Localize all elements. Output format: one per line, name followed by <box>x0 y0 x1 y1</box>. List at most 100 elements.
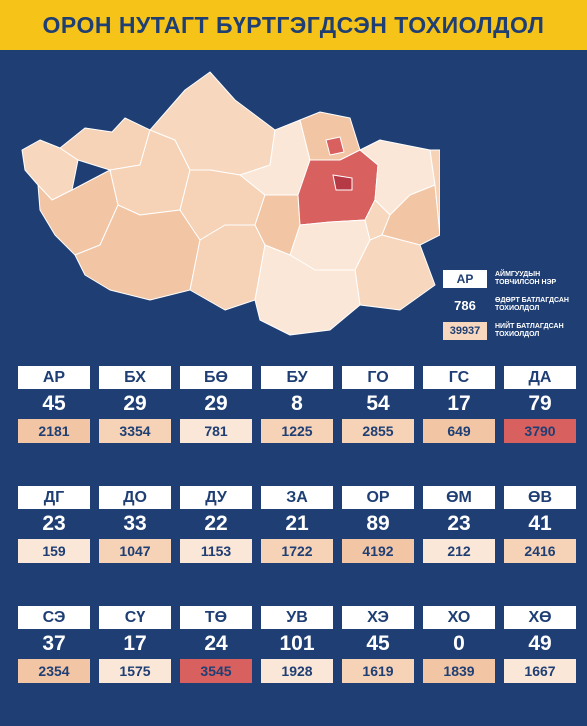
province-card: СЭ 37 2354 <box>18 606 90 683</box>
legend-total-sample: 39937 <box>443 322 487 340</box>
total-cases: 1225 <box>261 419 333 443</box>
region-dornod <box>429 149 440 236</box>
province-code: ДГ <box>18 486 90 509</box>
province-code: СЭ <box>18 606 90 629</box>
daily-cases: 79 <box>528 392 552 415</box>
province-row-1: АР 45 2181 БХ 29 3354 БӨ 29 781 БУ 8 122… <box>18 366 578 486</box>
province-row-3: СЭ 37 2354 СҮ 17 1575 ТӨ 24 3545 УВ 101 … <box>18 606 578 726</box>
province-card: ДА 79 3790 <box>504 366 576 443</box>
region-ulaanbaatar <box>332 174 353 191</box>
province-card: БХ 29 3354 <box>99 366 171 443</box>
province-code: АР <box>18 366 90 389</box>
province-card: ХЭ 45 1619 <box>342 606 414 683</box>
legend-code-sample: АР <box>443 270 487 288</box>
province-code: ХӨ <box>504 606 576 629</box>
province-code: ӨВ <box>504 486 576 509</box>
total-cases: 212 <box>423 539 495 563</box>
province-row-2: ДГ 23 159 ДО 33 1047 ДУ 22 1153 ЗА 21 17… <box>18 486 578 606</box>
daily-cases: 17 <box>447 392 471 415</box>
province-card: ДО 33 1047 <box>99 486 171 563</box>
province-card: БУ 8 1225 <box>261 366 333 443</box>
total-cases: 3790 <box>504 419 576 443</box>
province-code: УВ <box>261 606 333 629</box>
province-code: ХО <box>423 606 495 629</box>
province-code: БӨ <box>180 366 252 389</box>
province-code: ӨМ <box>423 486 495 509</box>
daily-cases: 89 <box>366 512 390 535</box>
total-cases: 3354 <box>99 419 171 443</box>
province-code: ОР <box>342 486 414 509</box>
total-cases: 2354 <box>18 659 90 683</box>
province-card: ГО 54 2855 <box>342 366 414 443</box>
total-cases: 1839 <box>423 659 495 683</box>
province-card: ӨМ 23 212 <box>423 486 495 563</box>
region-umnugovi <box>254 244 361 336</box>
legend-cases-row: 786 ӨДӨРТ БАТЛАГДСАН ТОХИОЛДОЛ <box>443 293 583 317</box>
region-dornogovi <box>354 234 436 311</box>
total-cases: 1575 <box>99 659 171 683</box>
daily-cases: 17 <box>123 632 147 655</box>
province-code: БХ <box>99 366 171 389</box>
daily-cases: 0 <box>453 632 465 655</box>
province-code: ЗА <box>261 486 333 509</box>
total-cases: 649 <box>423 419 495 443</box>
legend-total-row: 39937 НИЙТ БАТЛАГДСАН ТОХИОЛДОЛ <box>443 319 583 343</box>
total-cases: 3545 <box>180 659 252 683</box>
daily-cases: 22 <box>204 512 228 535</box>
province-card: ХӨ 49 1667 <box>504 606 576 683</box>
daily-cases: 24 <box>204 632 228 655</box>
total-cases: 2416 <box>504 539 576 563</box>
province-code: ХЭ <box>342 606 414 629</box>
province-card: ГС 17 649 <box>423 366 495 443</box>
daily-cases: 49 <box>528 632 552 655</box>
province-grid: АР 45 2181 БХ 29 3354 БӨ 29 781 БУ 8 122… <box>18 366 578 726</box>
province-code: ДУ <box>180 486 252 509</box>
province-code: ГС <box>423 366 495 389</box>
daily-cases: 29 <box>204 392 228 415</box>
region-darkhan <box>325 136 345 156</box>
daily-cases: 37 <box>42 632 66 655</box>
province-card: АР 45 2181 <box>18 366 90 443</box>
daily-cases: 23 <box>42 512 66 535</box>
province-card: ОР 89 4192 <box>342 486 414 563</box>
total-cases: 4192 <box>342 539 414 563</box>
page-title: ОРОН НУТАГТ БҮРТГЭГДСЭН ТОХИОЛДОЛ <box>42 11 545 38</box>
province-card: БӨ 29 781 <box>180 366 252 443</box>
province-code: ТӨ <box>180 606 252 629</box>
daily-cases: 45 <box>42 392 66 415</box>
province-card: ДУ 22 1153 <box>180 486 252 563</box>
province-card: СҮ 17 1575 <box>99 606 171 683</box>
total-cases: 1667 <box>504 659 576 683</box>
province-card: ХО 0 1839 <box>423 606 495 683</box>
total-cases: 1153 <box>180 539 252 563</box>
total-cases: 1928 <box>261 659 333 683</box>
province-card: ТӨ 24 3545 <box>180 606 252 683</box>
province-card: ЗА 21 1722 <box>261 486 333 563</box>
daily-cases: 45 <box>366 632 390 655</box>
daily-cases: 29 <box>123 392 147 415</box>
province-code: ДО <box>99 486 171 509</box>
daily-cases: 41 <box>528 512 552 535</box>
province-code: ДА <box>504 366 576 389</box>
daily-cases: 101 <box>279 632 315 655</box>
total-cases: 159 <box>18 539 90 563</box>
total-cases: 2181 <box>18 419 90 443</box>
daily-cases: 21 <box>285 512 309 535</box>
total-cases: 781 <box>180 419 252 443</box>
legend-total-desc: НИЙТ БАТЛАГДСАН ТОХИОЛДОЛ <box>495 323 564 338</box>
mongolia-map <box>21 71 440 336</box>
daily-cases: 33 <box>123 512 147 535</box>
total-cases: 1619 <box>342 659 414 683</box>
daily-cases: 8 <box>291 392 303 415</box>
province-code: ГО <box>342 366 414 389</box>
legend-cases-desc: ӨДӨРТ БАТЛАГДСАН ТОХИОЛДОЛ <box>495 297 569 312</box>
province-card: ӨВ 41 2416 <box>504 486 576 563</box>
title-bar: ОРОН НУТАГТ БҮРТГЭГДСЭН ТОХИОЛДОЛ <box>0 0 587 50</box>
legend-cases-sample: 786 <box>454 297 476 313</box>
daily-cases: 23 <box>447 512 471 535</box>
province-code: БУ <box>261 366 333 389</box>
legend-code-desc: АЙМГУУДЫН ТОВЧИЛСОН НЭР <box>495 271 557 286</box>
province-card: ДГ 23 159 <box>18 486 90 563</box>
province-card: УВ 101 1928 <box>261 606 333 683</box>
total-cases: 2855 <box>342 419 414 443</box>
